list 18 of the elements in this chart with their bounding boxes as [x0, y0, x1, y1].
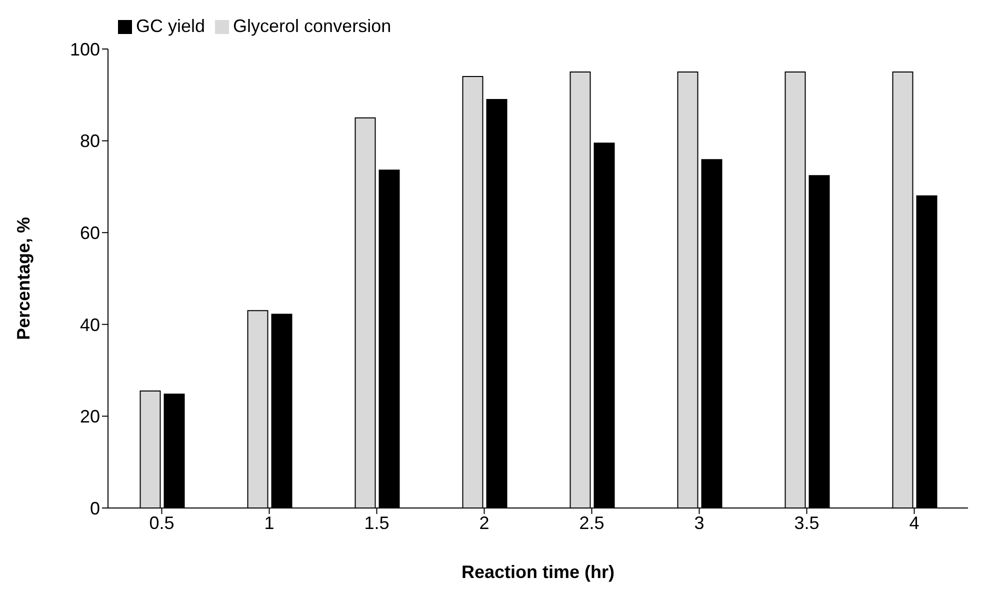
- y-tick-label: 0: [90, 498, 100, 518]
- x-axis-title: Reaction time (hr): [461, 562, 615, 582]
- y-tick-label: 40: [80, 314, 100, 335]
- x-tick-label: 0.5: [149, 512, 174, 533]
- y-tick-label: 80: [80, 131, 100, 152]
- x-tick-label: 1: [264, 512, 274, 533]
- x-tick-label: 2: [479, 512, 490, 533]
- legend-label: Glycerol conversion: [233, 16, 392, 36]
- x-tick-label: 4: [909, 512, 920, 533]
- legend-label: GC yield: [136, 16, 206, 36]
- x-tick-label: 3: [694, 512, 704, 533]
- y-axis-title: Percentage, %: [13, 216, 34, 340]
- y-tick-label: 100: [70, 39, 100, 60]
- y-tick-label: 60: [80, 222, 100, 243]
- y-tick-label: 20: [80, 406, 100, 427]
- x-tick-label: 3.5: [794, 512, 820, 533]
- x-tick-label: 2.5: [579, 512, 604, 533]
- x-tick-label: 1.5: [364, 512, 390, 533]
